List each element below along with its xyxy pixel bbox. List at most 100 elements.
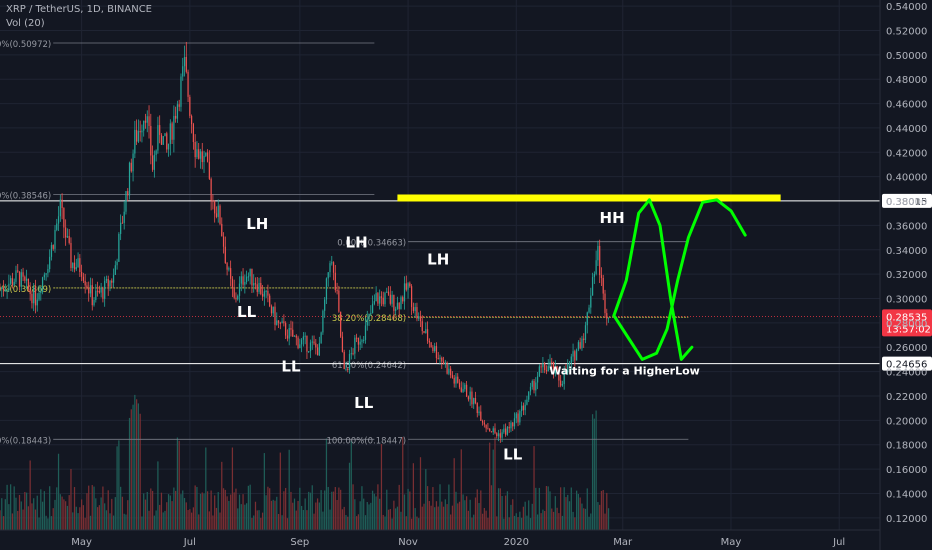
volume-bar <box>398 484 400 530</box>
volume-bar <box>45 515 47 530</box>
volume-bar <box>128 417 131 530</box>
volume-bar <box>350 440 352 530</box>
volume-bar <box>139 413 141 530</box>
volume-bar <box>34 509 37 530</box>
candle-body <box>80 271 83 277</box>
candle-body <box>519 411 521 423</box>
volume-bar <box>572 511 574 530</box>
volume-bar <box>205 447 207 530</box>
level-price-tag <box>882 193 932 208</box>
volume-bar <box>570 487 572 530</box>
volume-bar <box>292 502 294 530</box>
candle-body <box>121 222 124 224</box>
price-tick-label: 0.26000 <box>886 343 927 354</box>
candle-body <box>526 399 528 405</box>
volume-bar <box>338 487 340 530</box>
candle-body <box>180 76 182 107</box>
candle-body <box>343 351 345 370</box>
resistance-zone-bar <box>397 194 781 202</box>
volume-bar <box>130 409 132 530</box>
candle-body <box>40 291 42 293</box>
candle-body <box>455 376 457 384</box>
volume-bar <box>552 511 555 530</box>
candle-body <box>208 161 210 179</box>
volume-bar <box>245 503 248 530</box>
volume-bar <box>361 486 363 530</box>
volume-bar <box>260 517 262 530</box>
volume-bar <box>329 509 331 530</box>
candle-body <box>450 368 452 376</box>
candle-body <box>492 428 494 433</box>
volume-bar <box>4 499 6 530</box>
candle-body <box>315 343 317 348</box>
volume-bar <box>185 502 187 530</box>
volume-bar <box>82 505 85 530</box>
volume-bar <box>354 499 356 530</box>
candle-body <box>253 283 255 286</box>
volume-bar <box>334 487 336 530</box>
price-axis[interactable]: 0.54000 0.52000 0.50000 0.48000 0.46000 0.440… <box>879 0 927 550</box>
candle-body <box>512 422 514 427</box>
candle-body <box>151 155 154 170</box>
volume-bar <box>384 516 386 530</box>
volume-bar <box>261 512 264 530</box>
candle-body <box>565 370 567 373</box>
candle-body <box>203 155 205 163</box>
volume-bar <box>458 501 461 530</box>
volume-bar <box>194 485 196 530</box>
candle-body <box>535 382 537 391</box>
candle-body <box>558 371 560 381</box>
candle-body <box>166 133 168 150</box>
swing-annotation: LL <box>281 358 301 376</box>
volume-bar <box>405 516 407 530</box>
volume-bar <box>31 503 33 530</box>
volume-indicator-label: Vol (20) <box>6 18 45 29</box>
price-tick-label: 0.38000 <box>886 197 927 208</box>
candle-body <box>499 433 501 438</box>
candle-body <box>272 306 274 314</box>
candle-body <box>114 265 116 275</box>
volume-bar <box>52 508 54 530</box>
volume-bar <box>575 490 578 530</box>
resistance-zone <box>397 194 781 202</box>
volume-bar <box>450 514 452 530</box>
volume-bar <box>506 491 509 530</box>
candle-body <box>73 262 76 270</box>
candle-body <box>359 341 361 345</box>
candle-body <box>332 262 335 273</box>
volume-bar <box>583 508 585 530</box>
volume-bar <box>65 501 67 530</box>
volume-bar <box>169 495 171 530</box>
volume-bar <box>198 514 200 530</box>
candle-body <box>192 124 195 142</box>
volume-bar <box>286 518 289 530</box>
candle-body <box>265 290 267 292</box>
candle-body <box>173 115 175 140</box>
volume-bar <box>182 490 184 530</box>
volume-bar <box>162 512 164 530</box>
volume-bar <box>402 437 404 530</box>
candle-body <box>567 364 569 373</box>
volume-bar <box>544 510 546 530</box>
volume-bar <box>308 491 310 530</box>
volume-bar <box>84 517 86 530</box>
volume-bar <box>148 510 150 530</box>
volume-bar <box>370 502 372 530</box>
volume-bar <box>43 491 45 530</box>
candle-body <box>325 278 328 300</box>
volume-bar <box>324 490 326 530</box>
volume-bar <box>389 508 391 530</box>
candle-body <box>591 277 594 296</box>
volume-bar <box>297 500 299 530</box>
volume-bar <box>439 484 441 530</box>
time-axis[interactable]: May Jul Sep Nov 2020 Mar May Jul <box>0 529 880 548</box>
volume-bar <box>293 498 296 530</box>
price-tick-label: 0.24000 <box>886 368 927 379</box>
candle-body <box>237 295 239 300</box>
candle-body <box>217 205 219 217</box>
volume-bar <box>341 509 344 530</box>
candle-body <box>36 299 38 306</box>
volume-bar <box>237 508 239 530</box>
